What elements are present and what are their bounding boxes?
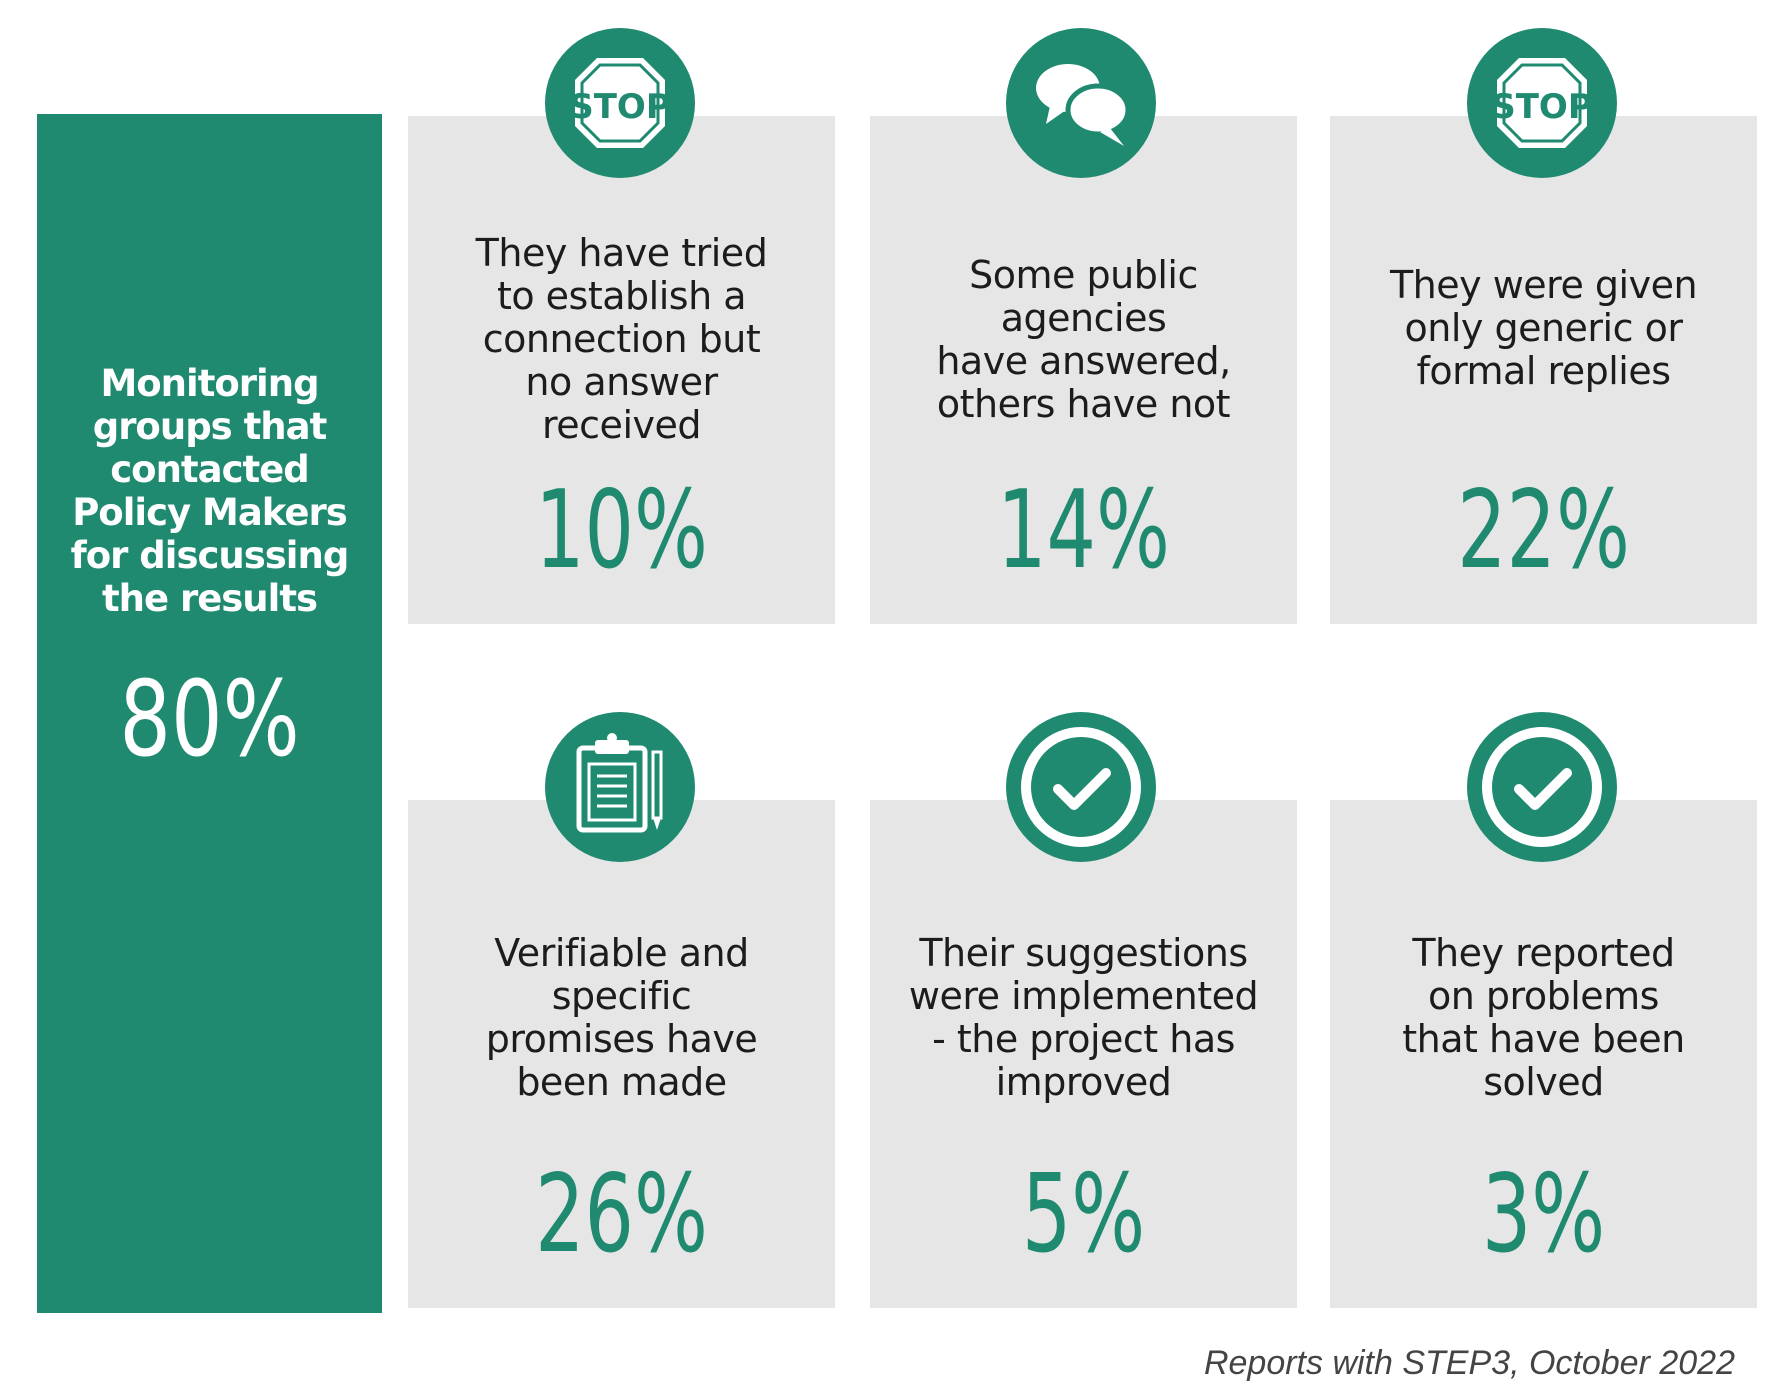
card-text: Some public agencies have answered, othe… (936, 253, 1231, 426)
clipboard-pencil-icon (545, 712, 695, 862)
card-value: 22% (1457, 468, 1630, 593)
stop-sign-icon: STOP (545, 28, 695, 178)
card-text: They have tried to establish a connectio… (475, 231, 768, 447)
summary-panel: Monitoring groups that contacted Policy … (37, 114, 382, 1313)
card-value: 10% (535, 468, 708, 593)
card-text: They were given only generic or formal r… (1389, 263, 1698, 393)
card-partial-answer: Some public agencies have answered, othe… (870, 116, 1297, 624)
svg-text:STOP: STOP (569, 87, 671, 127)
card-value: 3% (1481, 1152, 1606, 1277)
checkmark-circle-icon (1006, 712, 1156, 862)
card-generic-replies: They were given only generic or formal r… (1330, 116, 1757, 624)
card-value: 26% (535, 1152, 708, 1277)
card-text: Their suggestions were implemented - the… (908, 931, 1259, 1104)
svg-text:STOP: STOP (1491, 87, 1593, 127)
summary-label: Monitoring groups that contacted Policy … (70, 362, 350, 620)
card-text: They reported on problems that have been… (1402, 931, 1685, 1104)
card-no-answer: They have tried to establish a connectio… (408, 116, 835, 624)
summary-value: 80% (119, 658, 300, 780)
card-implemented: Their suggestions were implemented - the… (870, 800, 1297, 1308)
source-caption: Reports with STEP3, October 2022 (1203, 1344, 1735, 1382)
card-value: 14% (997, 468, 1170, 593)
card-promises: Verifiable and specific promises have be… (408, 800, 835, 1308)
card-value: 5% (1021, 1152, 1146, 1277)
speech-bubbles-icon (1006, 28, 1156, 178)
stop-sign-icon: STOP (1467, 28, 1617, 178)
checkmark-circle-icon (1467, 712, 1617, 862)
card-solved: They reported on problems that have been… (1330, 800, 1757, 1308)
card-text: Verifiable and specific promises have be… (485, 931, 758, 1104)
